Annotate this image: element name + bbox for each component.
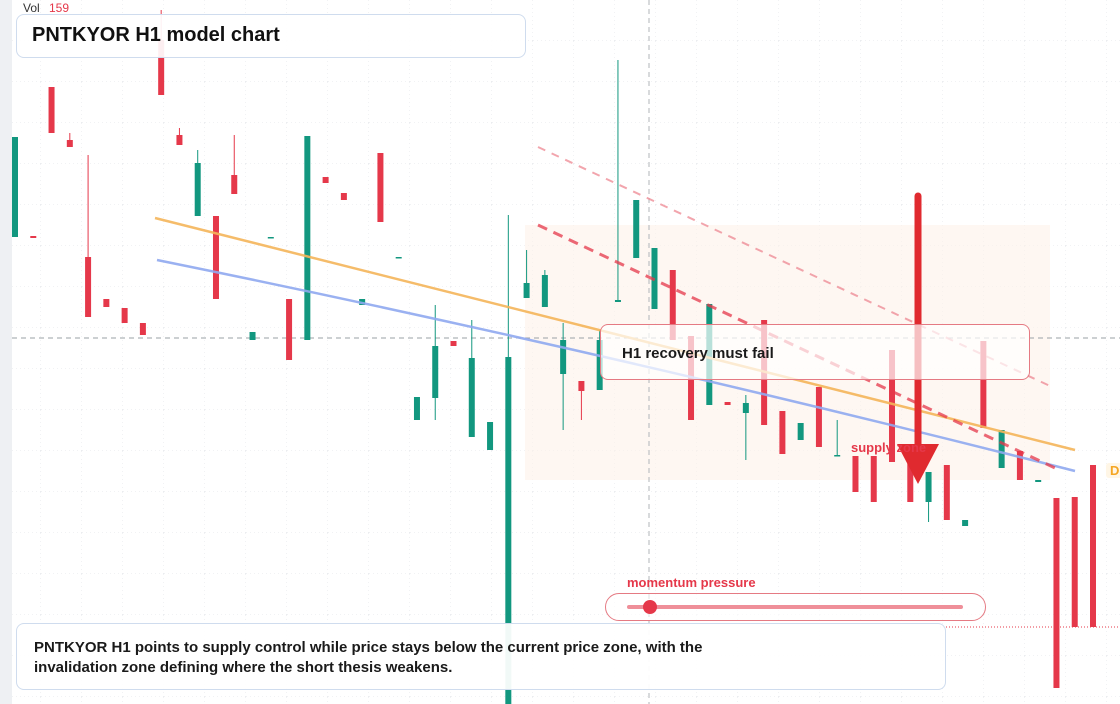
candle-body [907, 455, 914, 502]
candle-body [12, 137, 18, 237]
candle-body [450, 341, 457, 346]
summary-text: PNTKYOR H1 points to supply control whil… [34, 639, 703, 676]
candle-body [340, 193, 347, 200]
candle-body [852, 456, 859, 492]
candle-body [231, 175, 238, 194]
candle-body [304, 136, 311, 340]
candle-body [523, 283, 530, 298]
candle-body [943, 465, 950, 520]
arrow-head [897, 444, 939, 484]
volume-value: 159 [49, 1, 70, 15]
price-tag: D [1106, 463, 1120, 478]
candle-body [30, 236, 37, 238]
candle-body [212, 216, 219, 299]
candle-body [962, 520, 969, 526]
channel-line [537, 223, 1056, 470]
candle-body [633, 200, 640, 258]
candle-body [742, 403, 749, 413]
annotation-box [600, 324, 1030, 380]
candle-body [1035, 480, 1042, 482]
title-box [16, 14, 526, 58]
annotation-text: H1 recovery must fail [622, 345, 774, 362]
candle-body [505, 357, 512, 704]
candle-body [322, 177, 329, 183]
candle-body [85, 257, 92, 317]
candle-body [395, 257, 402, 259]
zone-label: supply zone [851, 440, 927, 455]
momentum-knob [643, 600, 657, 614]
candle-body [1071, 497, 1078, 627]
candle-body [925, 472, 932, 502]
candle-body [66, 140, 73, 147]
candle-body [541, 275, 548, 307]
momentum-label: momentum pressure [627, 575, 756, 590]
candle-body [797, 423, 804, 440]
candle-body [560, 340, 567, 374]
left-strip [0, 0, 12, 704]
candle-body [103, 299, 110, 307]
momentum-track [627, 605, 963, 609]
candle-body [377, 153, 384, 222]
candle-body [1053, 498, 1060, 688]
candle-body [176, 135, 183, 145]
candle-body [578, 381, 585, 391]
candle-body [889, 350, 896, 462]
candle-body [779, 411, 786, 454]
candle-body [139, 323, 146, 335]
candle-body [468, 358, 475, 437]
candle-body [194, 163, 201, 216]
candle-body [998, 430, 1005, 468]
candle-body [286, 299, 293, 360]
candle-body [596, 340, 603, 390]
candle-body [870, 456, 877, 502]
candle-body [834, 455, 841, 457]
candle-body [48, 87, 55, 133]
candle-body [267, 237, 274, 239]
candle-body [487, 422, 494, 450]
candle-body [1090, 465, 1096, 627]
candle-body [815, 387, 822, 447]
candle-body [432, 346, 439, 398]
candle-body [724, 402, 731, 405]
candle-body [614, 300, 621, 302]
candle-body [1016, 451, 1023, 480]
summary-box [16, 623, 946, 690]
candle-body [121, 308, 128, 323]
candle-body [249, 332, 256, 340]
candle-body [413, 397, 420, 420]
candle-body [669, 270, 676, 340]
volume-label: Vol [23, 1, 40, 15]
chart-title: PNTKYOR H1 model chart [32, 24, 280, 46]
candle-body [158, 40, 165, 95]
candle-body [980, 341, 987, 428]
